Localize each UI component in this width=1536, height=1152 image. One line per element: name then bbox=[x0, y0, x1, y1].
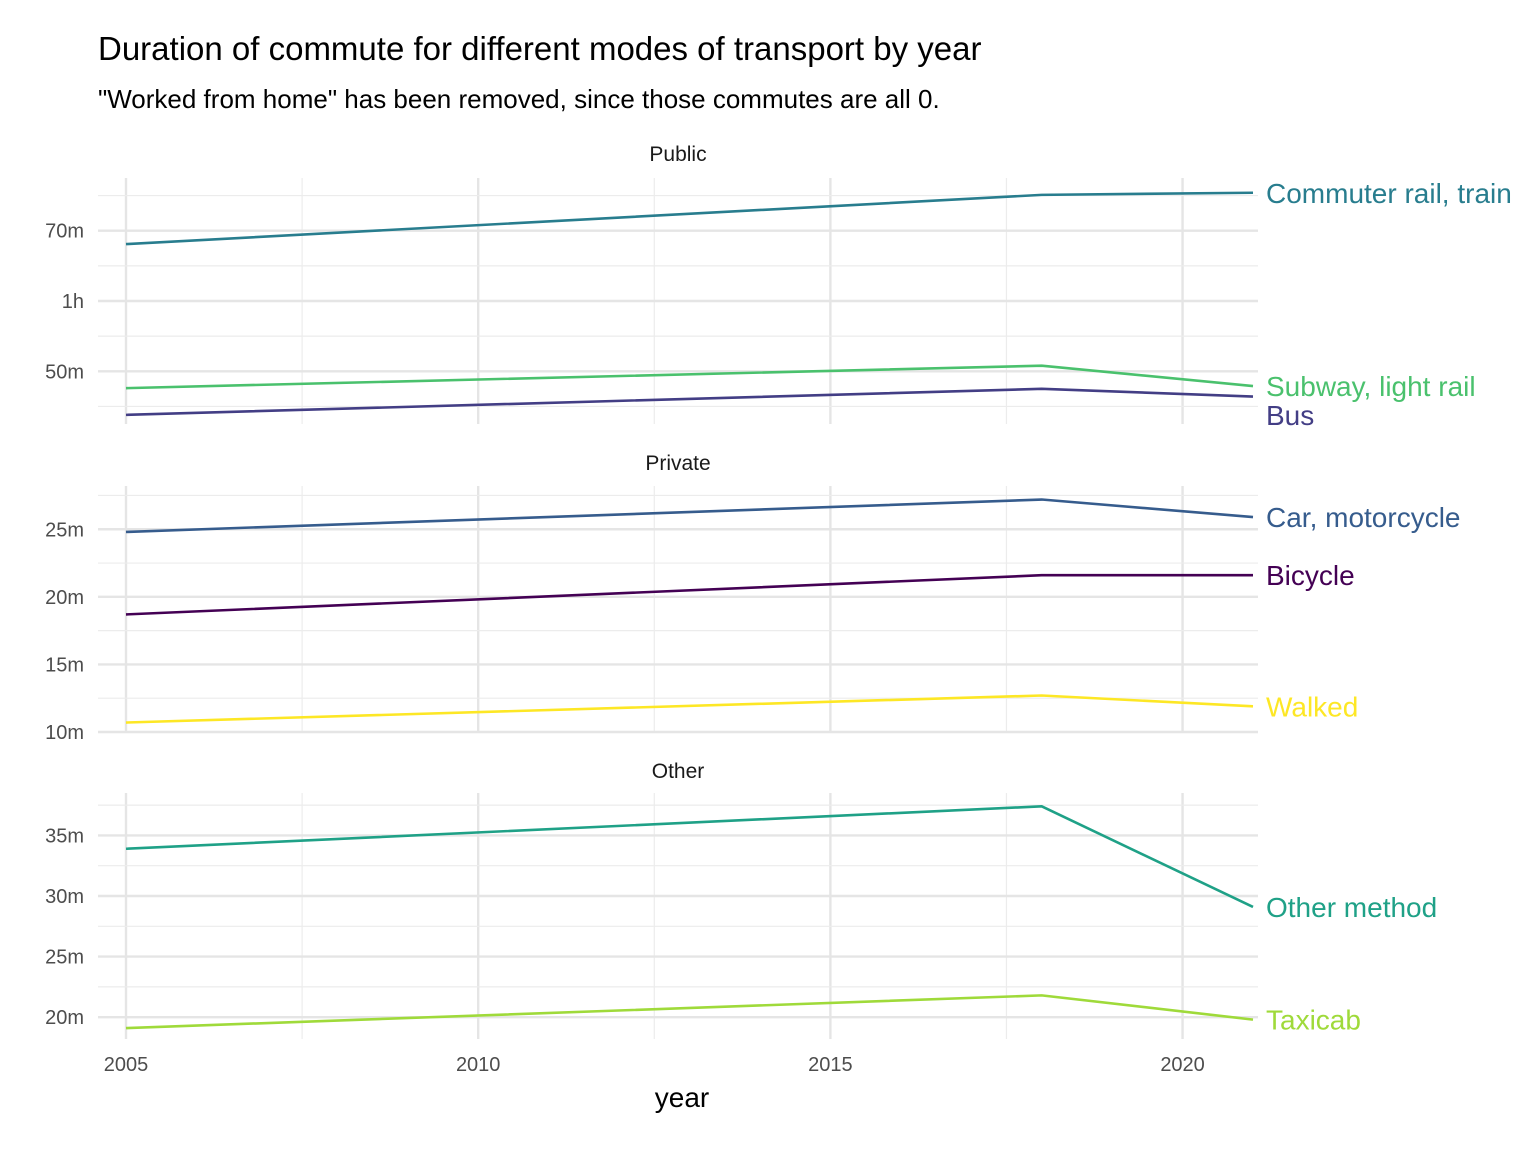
y-tick-label: 50m bbox=[45, 361, 84, 383]
series-end-label: Bicycle bbox=[1266, 560, 1355, 591]
x-tick-label: 2005 bbox=[104, 1054, 149, 1076]
series-line bbox=[125, 387, 1254, 417]
series-line bbox=[125, 573, 1253, 616]
y-tick-label: 15m bbox=[45, 654, 84, 676]
chart-title: Duration of commute for different modes … bbox=[98, 30, 982, 67]
series-line bbox=[125, 994, 1254, 1030]
y-tick-label: 20m bbox=[45, 1007, 84, 1029]
y-tick-label: 1h bbox=[62, 291, 84, 313]
y-tick-label: 10m bbox=[45, 722, 84, 744]
facet-other: Other 20m 25m 30m 35m Other method Taxicab bbox=[45, 760, 1437, 1039]
x-tick-label: 2020 bbox=[1160, 1054, 1205, 1076]
x-axis: 2005 2010 2015 2020 bbox=[104, 1054, 1205, 1076]
series-end-label: Subway, light rail bbox=[1266, 371, 1476, 402]
x-tick-label: 2015 bbox=[808, 1054, 853, 1076]
series-line bbox=[125, 191, 1254, 246]
series-end-label: Bus bbox=[1266, 400, 1314, 431]
x-tick-label: 2010 bbox=[456, 1054, 501, 1076]
facet-public: Public 50m 1h 70m Commuter rail, train Subway… bbox=[45, 143, 1512, 431]
series-line bbox=[125, 694, 1254, 724]
facet-title: Private bbox=[645, 452, 710, 475]
y-tick-label: 70m bbox=[45, 221, 84, 243]
series-end-label: Commuter rail, train bbox=[1266, 178, 1512, 209]
y-tick-label: 25m bbox=[45, 519, 84, 541]
series-end-label: Other method bbox=[1266, 892, 1437, 923]
series-line bbox=[125, 498, 1254, 534]
facet-private: Private 10m 15m 20m 25m Car, motorcycle Bicycl… bbox=[45, 452, 1460, 744]
x-axis-title: year bbox=[655, 1082, 709, 1113]
y-tick-label: 30m bbox=[45, 886, 84, 908]
series-end-label: Taxicab bbox=[1266, 1005, 1361, 1036]
series-line bbox=[125, 805, 1254, 909]
facet-title: Public bbox=[649, 143, 706, 166]
y-tick-label: 20m bbox=[45, 587, 84, 609]
series-end-label: Car, motorcycle bbox=[1266, 502, 1461, 533]
facet-panels: Public 50m 1h 70m Commuter rail, train Subway… bbox=[45, 143, 1512, 1039]
series-end-label: Walked bbox=[1266, 691, 1358, 722]
y-tick-label: 35m bbox=[45, 825, 84, 847]
y-tick-label: 25m bbox=[45, 947, 84, 969]
chart-subtitle: "Worked from home" has been removed, sin… bbox=[98, 84, 940, 114]
facet-title: Other bbox=[652, 760, 705, 783]
series-line bbox=[125, 364, 1254, 390]
